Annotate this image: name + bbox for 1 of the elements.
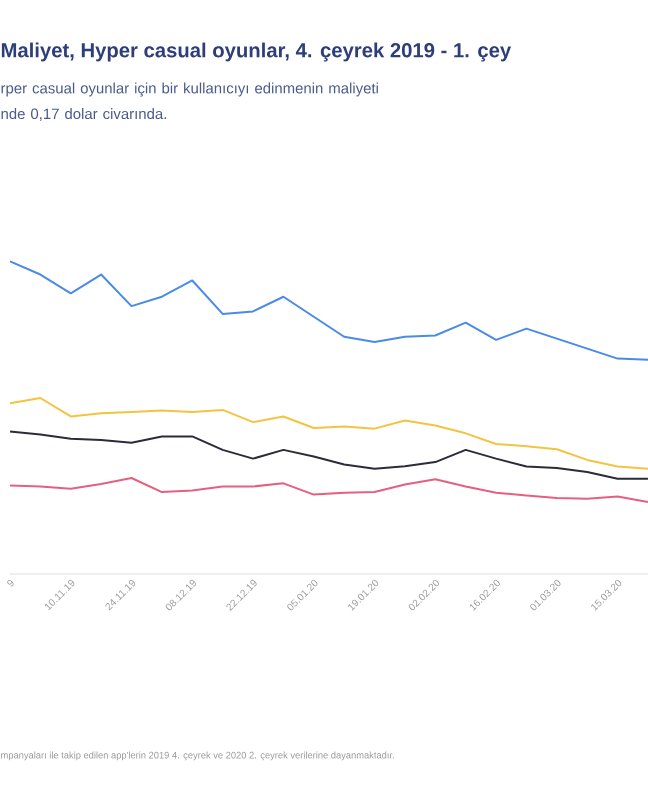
- chart-title: Maliyet, Hyper casual oyunlar, 4. çeyrek 2019 - 1. çey: [1, 42, 512, 62]
